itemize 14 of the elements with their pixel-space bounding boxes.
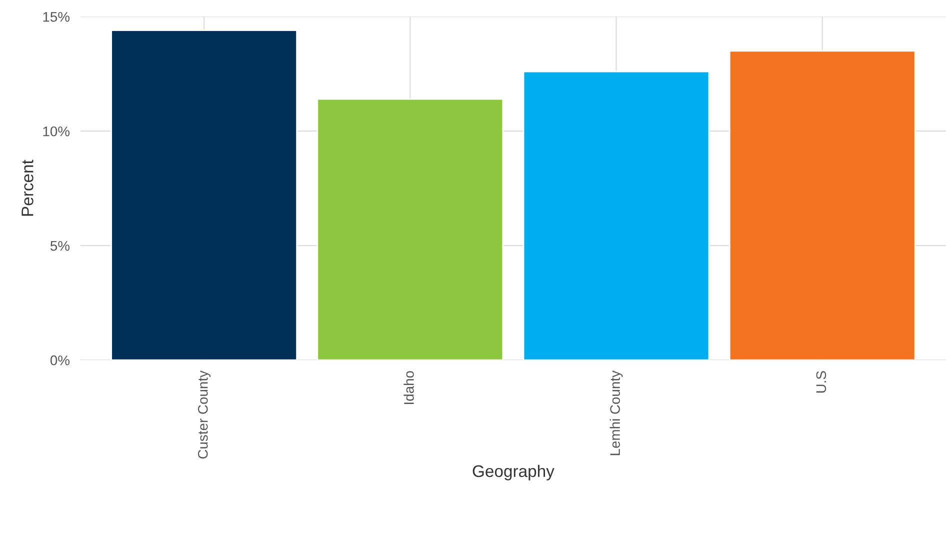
y-tick-label: 0%: [50, 355, 70, 366]
x-tick-label: Idaho: [404, 371, 414, 404]
x-tick-label: U.S: [816, 371, 826, 393]
bar: [316, 98, 504, 360]
bar: [522, 70, 710, 360]
bar: [728, 50, 916, 360]
x-tick-label: Lemhi County: [610, 370, 623, 456]
x-axis-title: Geography: [472, 464, 554, 480]
y-tick-label: 10%: [43, 126, 70, 136]
y-tick-label: 5%: [50, 241, 70, 251]
x-tick-label: Custer County: [198, 370, 211, 459]
bar: [110, 30, 298, 360]
y-axis-title: Percent: [22, 160, 34, 216]
y-tick-label: 15%: [43, 12, 70, 22]
